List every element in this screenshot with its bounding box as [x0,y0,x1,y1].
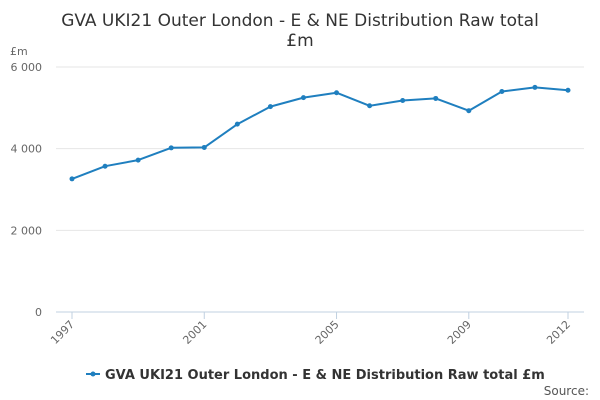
data-point[interactable] [69,176,75,182]
data-point[interactable] [466,108,472,114]
data-point[interactable] [135,157,141,163]
chart-title-line-1: GVA UKI21 Outer London - E & NE Distribu… [61,11,539,31]
x-tick-label: 2012 [544,318,573,347]
chart-title-line-2: £m [286,31,313,51]
data-point[interactable] [367,103,373,109]
data-point[interactable] [102,163,108,169]
data-point[interactable] [201,144,207,150]
data-point[interactable] [400,97,406,103]
data-point[interactable] [334,90,340,96]
source-label[interactable]: Source: [544,384,589,398]
data-point[interactable] [532,84,538,90]
y-tick-label: 4 000 [11,143,43,156]
data-point[interactable] [234,121,240,127]
legend[interactable]: GVA UKI21 Outer London - E & NE Distribu… [86,368,545,383]
legend-item-label: GVA UKI21 Outer London - E & NE Distribu… [105,368,545,383]
x-tick-label: 1997 [48,318,77,347]
data-point[interactable] [267,104,273,110]
y-tick-label: 0 [35,306,42,319]
x-tick-label: 2005 [313,318,342,347]
data-point[interactable] [565,87,571,93]
y-tick-label: 2 000 [11,224,43,237]
data-point[interactable] [499,89,505,94]
data-point[interactable] [300,95,306,101]
series-layer [69,84,571,182]
data-point[interactable] [168,145,174,151]
y-axis-label: £m [10,45,28,58]
x-tick-label: 2001 [180,318,209,347]
x-tick-label: 2009 [445,318,474,347]
y-tick-label: 6 000 [11,61,43,74]
gridlines [56,66,584,231]
y-tick-labels: 0 2 000 4 000 6 000 [11,61,43,319]
series-line [71,86,569,180]
x-axis: 1997 2001 2005 2009 2012 [48,311,584,347]
data-point[interactable] [433,95,439,101]
legend-marker-swatch [90,371,96,377]
